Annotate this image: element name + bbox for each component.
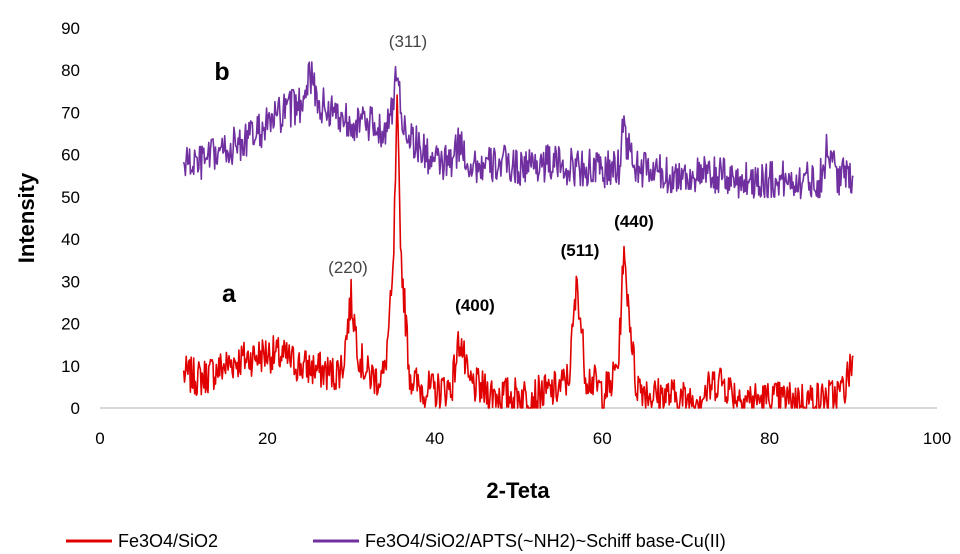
- y-tick-label: 10: [61, 357, 80, 376]
- series-line-fe3o4-sio2: [182, 94, 854, 409]
- x-tick-label: 80: [760, 429, 779, 448]
- x-tick-label: 40: [425, 429, 444, 448]
- y-tick-label: 0: [71, 399, 80, 418]
- y-axis-title: Intensity: [14, 172, 39, 263]
- peak-label: (511): [561, 241, 600, 260]
- peak-label: (400): [455, 296, 495, 315]
- legend: Fe3O4/SiO2 Fe3O4/SiO2/APTS(~NH2)~Schiff …: [66, 531, 726, 551]
- x-axis-title: 2-Teta: [486, 478, 550, 503]
- y-tick-label: 30: [61, 272, 80, 291]
- x-tick-label: 100: [923, 429, 951, 448]
- series-layer: [182, 61, 854, 409]
- y-tick-label: 80: [61, 61, 80, 80]
- x-tick-label: 0: [95, 429, 104, 448]
- y-axis-ticks: 0 10 20 30 40 50 60 70 80 90: [61, 19, 80, 418]
- y-tick-label: 20: [61, 315, 80, 334]
- peak-annotations: (311) (220) (400) (511) (440): [328, 32, 654, 315]
- y-tick-label: 50: [61, 188, 80, 207]
- legend-label-fe3o4-sio2: Fe3O4/SiO2: [118, 531, 218, 551]
- peak-label: (220): [328, 258, 368, 277]
- y-tick-label: 60: [61, 146, 80, 165]
- y-tick-label: 70: [61, 103, 80, 122]
- series-line-schiff-base-cu: [182, 61, 854, 200]
- peak-label: (311): [389, 32, 427, 51]
- curve-label-a: a: [222, 280, 237, 308]
- y-tick-label: 90: [61, 19, 80, 38]
- curve-label-b: b: [214, 58, 229, 86]
- x-tick-label: 20: [258, 429, 277, 448]
- peak-label: (440): [614, 212, 654, 231]
- x-tick-label: 60: [593, 429, 612, 448]
- legend-label-schiff-base-cu: Fe3O4/SiO2/APTS(~NH2)~Schiff base-Cu(II): [365, 531, 726, 551]
- y-tick-label: 40: [61, 230, 80, 249]
- x-axis-ticks: 0 20 40 60 80 100: [95, 429, 951, 448]
